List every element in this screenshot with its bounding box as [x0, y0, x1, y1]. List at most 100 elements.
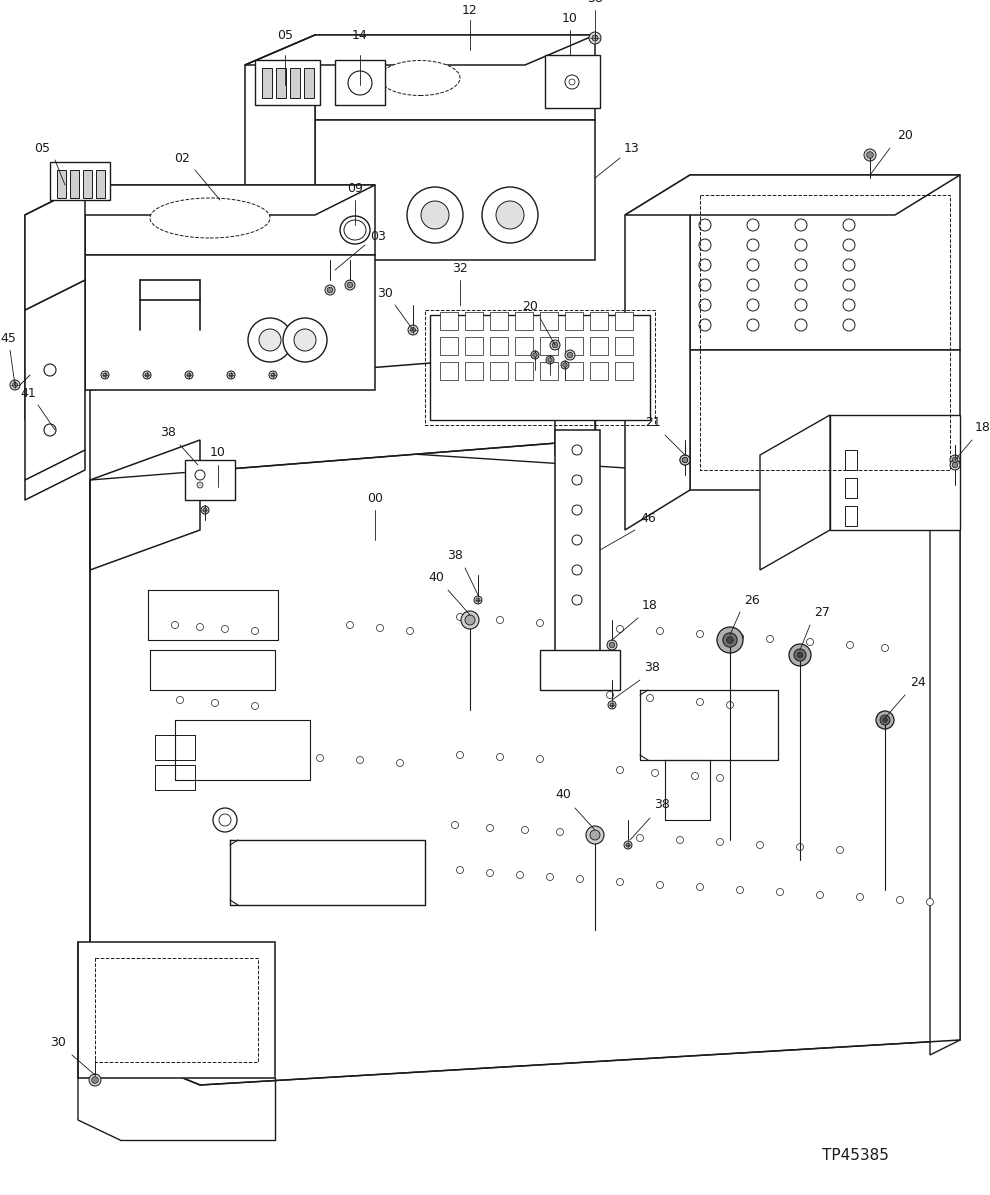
Circle shape	[624, 841, 632, 848]
Bar	[290, 68, 300, 98]
Circle shape	[251, 627, 258, 635]
Polygon shape	[85, 185, 375, 255]
Circle shape	[608, 701, 616, 709]
Circle shape	[637, 834, 644, 841]
Text: 18: 18	[643, 599, 658, 612]
Circle shape	[537, 755, 544, 762]
Bar	[440, 312, 458, 330]
Circle shape	[219, 814, 231, 826]
Circle shape	[497, 754, 504, 760]
Circle shape	[569, 79, 575, 85]
Circle shape	[576, 876, 583, 882]
Circle shape	[556, 828, 563, 835]
Circle shape	[92, 1077, 98, 1084]
Circle shape	[680, 455, 690, 465]
Circle shape	[682, 458, 688, 462]
Circle shape	[586, 826, 604, 844]
Circle shape	[201, 505, 209, 514]
Bar	[440, 362, 458, 380]
Text: 26: 26	[744, 594, 760, 607]
Circle shape	[680, 455, 690, 465]
Bar	[515, 312, 533, 330]
Polygon shape	[555, 350, 595, 455]
Circle shape	[795, 299, 807, 311]
Bar	[540, 362, 558, 380]
Circle shape	[795, 259, 807, 271]
Circle shape	[461, 611, 479, 629]
Text: 38: 38	[160, 425, 176, 439]
Circle shape	[348, 71, 372, 94]
Circle shape	[610, 703, 614, 707]
Circle shape	[476, 598, 480, 602]
Circle shape	[747, 219, 759, 231]
Circle shape	[795, 319, 807, 331]
Polygon shape	[85, 255, 375, 390]
Text: 05: 05	[277, 29, 293, 42]
Circle shape	[837, 846, 843, 853]
Circle shape	[646, 694, 653, 701]
Bar	[490, 337, 508, 355]
Circle shape	[143, 370, 151, 379]
Circle shape	[717, 774, 724, 782]
Polygon shape	[185, 460, 235, 500]
Ellipse shape	[380, 61, 460, 96]
Circle shape	[572, 474, 582, 485]
Text: 03: 03	[370, 229, 386, 243]
Circle shape	[617, 766, 624, 773]
Circle shape	[676, 836, 683, 844]
Polygon shape	[245, 35, 315, 290]
Text: 38: 38	[587, 0, 603, 5]
Bar	[540, 337, 558, 355]
Circle shape	[843, 259, 855, 271]
Circle shape	[345, 280, 355, 290]
Bar	[565, 337, 583, 355]
Circle shape	[356, 756, 363, 764]
Polygon shape	[830, 415, 960, 531]
Circle shape	[248, 318, 292, 362]
Circle shape	[533, 353, 538, 357]
Polygon shape	[335, 60, 385, 105]
Circle shape	[195, 470, 205, 480]
Circle shape	[565, 75, 579, 88]
Text: 40: 40	[555, 789, 571, 802]
Circle shape	[269, 370, 277, 379]
Circle shape	[576, 623, 583, 630]
Text: 10: 10	[210, 446, 226, 459]
Ellipse shape	[150, 198, 270, 238]
Circle shape	[592, 35, 598, 41]
Polygon shape	[245, 35, 595, 65]
Circle shape	[176, 697, 183, 704]
Circle shape	[456, 752, 463, 759]
Polygon shape	[690, 350, 960, 490]
Text: 20: 20	[522, 300, 538, 313]
Circle shape	[145, 373, 149, 376]
Circle shape	[407, 627, 414, 635]
Circle shape	[699, 259, 711, 271]
Circle shape	[411, 327, 416, 332]
Text: 10: 10	[562, 12, 578, 25]
Polygon shape	[255, 60, 320, 105]
Text: 09: 09	[347, 182, 363, 195]
Circle shape	[656, 882, 663, 889]
Bar	[515, 337, 533, 355]
Polygon shape	[545, 55, 600, 108]
Circle shape	[699, 319, 711, 331]
Polygon shape	[430, 315, 650, 419]
Circle shape	[537, 619, 544, 626]
Circle shape	[697, 699, 704, 705]
Circle shape	[737, 887, 743, 894]
Circle shape	[572, 505, 582, 515]
Circle shape	[589, 32, 601, 44]
Circle shape	[699, 299, 711, 311]
Circle shape	[651, 770, 658, 777]
Circle shape	[717, 839, 724, 846]
Circle shape	[797, 652, 803, 657]
Circle shape	[546, 356, 554, 364]
Circle shape	[101, 370, 109, 379]
Circle shape	[776, 889, 783, 895]
Text: 38: 38	[644, 661, 660, 674]
Circle shape	[617, 625, 624, 632]
Circle shape	[866, 152, 873, 158]
Polygon shape	[625, 174, 960, 215]
Text: 40: 40	[428, 570, 444, 583]
